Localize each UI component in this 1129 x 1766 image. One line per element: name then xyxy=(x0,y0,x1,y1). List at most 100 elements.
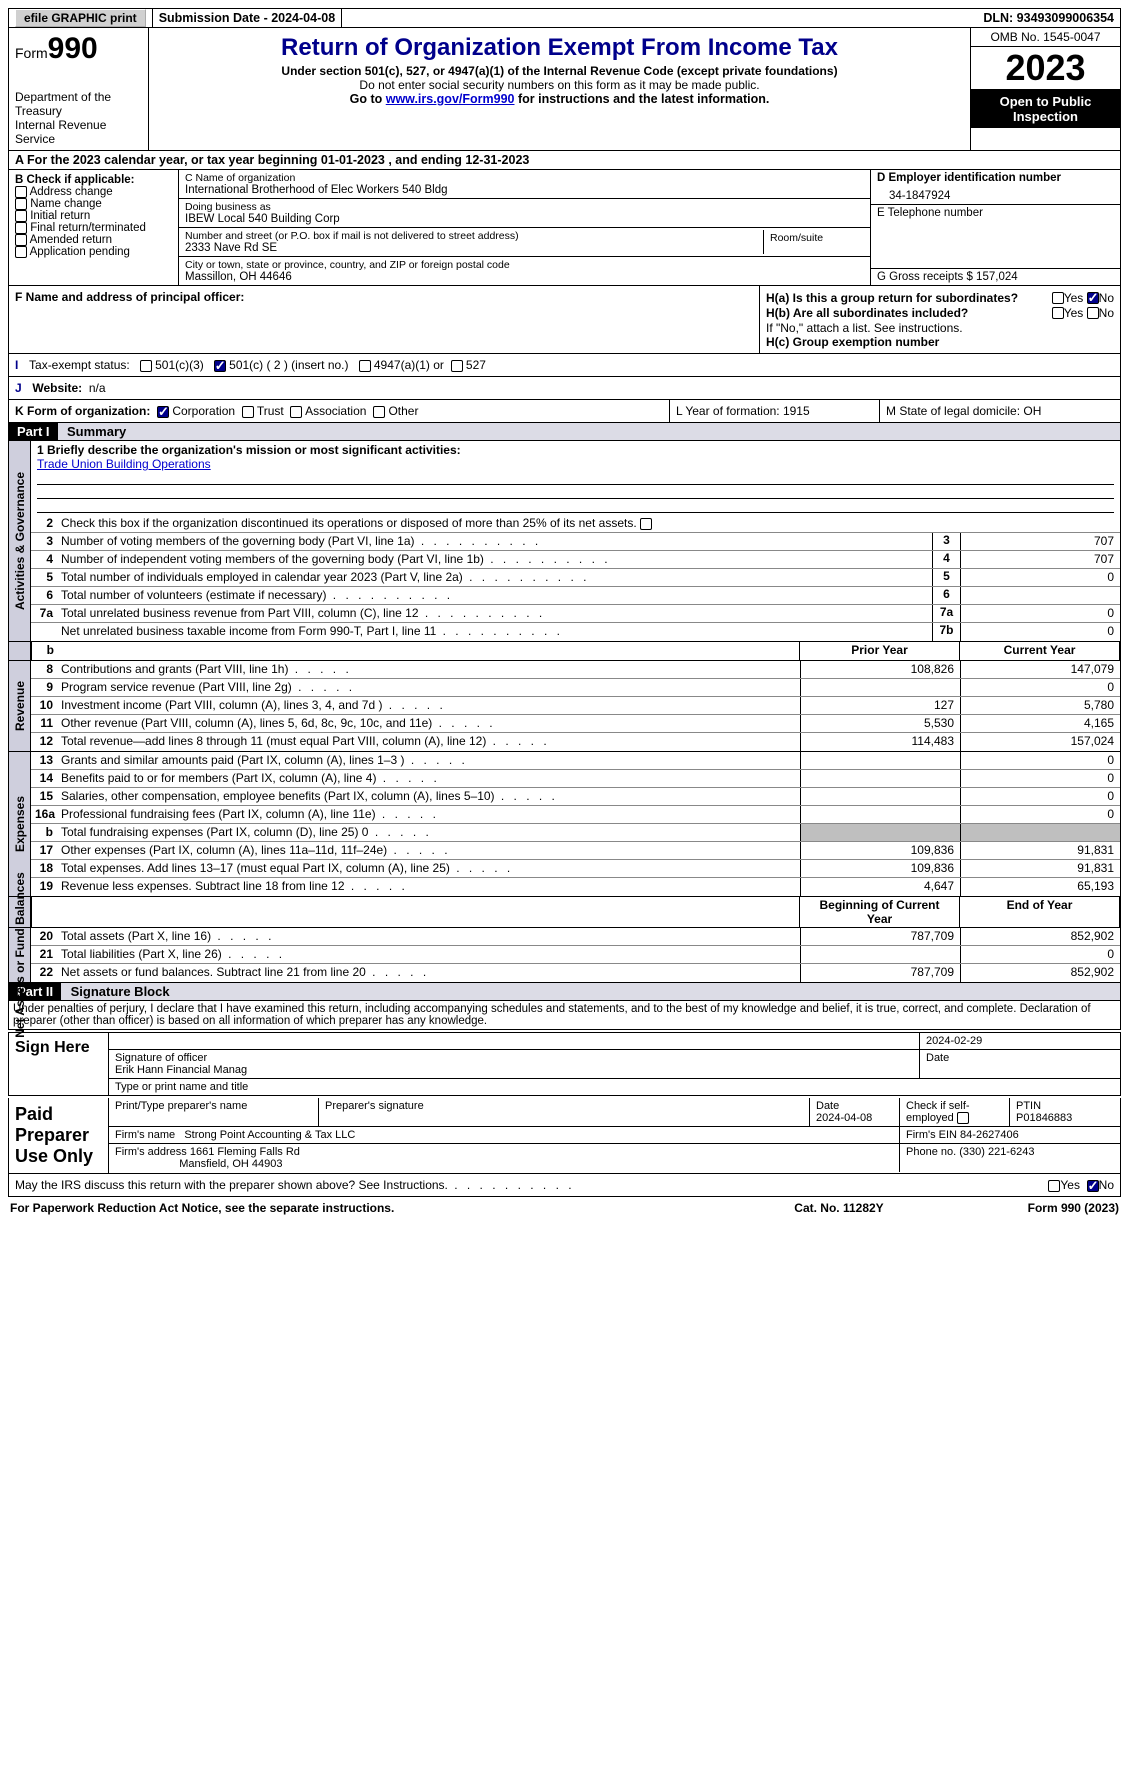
mission-block: 1 Briefly describe the organization's mi… xyxy=(31,441,1120,515)
org-name: International Brotherhood of Elec Worker… xyxy=(185,184,864,196)
lbl-phone: E Telephone number xyxy=(877,207,1114,219)
table-row: 20Total assets (Part X, line 16)787,7098… xyxy=(31,928,1120,946)
table-row: 17Other expenses (Part IX, column (A), l… xyxy=(31,842,1120,860)
footer: For Paperwork Reduction Act Notice, see … xyxy=(8,1197,1121,1219)
table-row: 16aProfessional fundraising fees (Part I… xyxy=(31,806,1120,824)
footer-left: For Paperwork Reduction Act Notice, see … xyxy=(10,1201,739,1215)
paid-preparer-block: Paid Preparer Use Only Print/Type prepar… xyxy=(8,1098,1121,1174)
chk-final[interactable]: Final return/terminated xyxy=(30,222,146,234)
irs-link[interactable]: www.irs.gov/Form990 xyxy=(386,92,515,106)
chk-other[interactable] xyxy=(373,406,385,418)
prep-date: 2024-04-08 xyxy=(816,1112,872,1124)
form-label: Form xyxy=(15,45,48,61)
chk-4947[interactable] xyxy=(359,360,371,372)
firm-addr2: Mansfield, OH 44903 xyxy=(179,1158,282,1170)
section-expenses: Expenses 13Grants and similar amounts pa… xyxy=(8,752,1121,897)
open-inspection: Open to Public Inspection xyxy=(971,90,1120,128)
sign-date: 2024-02-29 xyxy=(920,1033,1120,1049)
chk-trust[interactable] xyxy=(242,406,254,418)
section-b-header: bPrior YearCurrent Year xyxy=(8,642,1121,661)
table-row: 15Salaries, other compensation, employee… xyxy=(31,788,1120,806)
section-net: Net Assets or Fund Balances 20Total asse… xyxy=(8,928,1121,983)
form-title: Return of Organization Exempt From Incom… xyxy=(157,34,962,62)
box-b-title: B Check if applicable: xyxy=(15,174,172,186)
table-row: 21Total liabilities (Part X, line 26)0 xyxy=(31,946,1120,964)
line-a: A For the 2023 calendar year, or tax yea… xyxy=(8,151,1121,170)
part1-title: Summary xyxy=(67,424,126,439)
discuss-no[interactable] xyxy=(1087,1180,1099,1192)
box-l: L Year of formation: 1915 xyxy=(670,400,880,422)
prep-sig-lbl: Preparer's signature xyxy=(319,1098,810,1126)
box-b: B Check if applicable: Address change Na… xyxy=(9,170,179,285)
gov-row: 7aTotal unrelated business revenue from … xyxy=(31,605,1120,623)
h-c: H(c) Group exemption number xyxy=(766,335,939,349)
h-b-yes[interactable] xyxy=(1052,307,1064,319)
table-row: 19Revenue less expenses. Subtract line 1… xyxy=(31,878,1120,896)
box-m: M State of legal domicile: OH xyxy=(880,400,1120,422)
section-net-header: Beginning of Current YearEnd of Year xyxy=(8,897,1121,928)
row-fh: F Name and address of principal officer:… xyxy=(8,286,1121,354)
chk-527[interactable] xyxy=(451,360,463,372)
street-address: 2333 Nave Rd SE xyxy=(185,242,763,254)
lbl-room: Room/suite xyxy=(764,230,864,254)
submission-date: Submission Date - 2024-04-08 xyxy=(153,9,342,27)
dba: IBEW Local 540 Building Corp xyxy=(185,213,864,225)
table-row: 9Program service revenue (Part VIII, lin… xyxy=(31,679,1120,697)
vtab-net: Net Assets or Fund Balances xyxy=(13,872,27,1038)
box-i: I Tax-exempt status: 501(c)(3) 501(c) ( … xyxy=(8,354,1121,377)
sign-here-label: Sign Here xyxy=(9,1033,109,1095)
row-klm: K Form of organization: Corporation Trus… xyxy=(8,400,1121,423)
ptin: P01846883 xyxy=(1016,1112,1072,1124)
lbl-addr: Number and street (or P.O. box if mail i… xyxy=(185,230,763,242)
firm-ein: 84-2627406 xyxy=(960,1129,1019,1141)
chk-address[interactable]: Address change xyxy=(30,186,113,198)
h-note: If "No," attach a list. See instructions… xyxy=(766,321,1114,335)
box-h: H(a) Is this a group return for subordin… xyxy=(760,286,1120,353)
top-bar: efile GRAPHIC print Submission Date - 20… xyxy=(8,8,1121,28)
chk-corp[interactable] xyxy=(157,406,169,418)
prep-name-lbl: Print/Type preparer's name xyxy=(109,1098,319,1126)
part2-title: Signature Block xyxy=(71,984,170,999)
vtab-exp: Expenses xyxy=(13,796,27,852)
firm-name: Strong Point Accounting & Tax LLC xyxy=(184,1129,355,1141)
efile-button[interactable]: efile GRAPHIC print xyxy=(15,9,146,27)
box-c: C Name of organization International Bro… xyxy=(179,170,870,285)
h-b-no[interactable] xyxy=(1087,307,1099,319)
table-row: 10Investment income (Part VIII, column (… xyxy=(31,697,1120,715)
officer-name: Erik Hann Financial Manag xyxy=(115,1064,247,1076)
gov-row: 5Total number of individuals employed in… xyxy=(31,569,1120,587)
chk-501c3[interactable] xyxy=(140,360,152,372)
chk-name[interactable]: Name change xyxy=(30,198,102,210)
form-number: 990 xyxy=(48,32,98,65)
chk-self-emp[interactable] xyxy=(957,1112,969,1124)
lbl-city: City or town, state or province, country… xyxy=(185,259,864,271)
h-a-yes[interactable] xyxy=(1052,292,1064,304)
chk-discontinued[interactable] xyxy=(640,518,652,530)
chk-pending[interactable]: Application pending xyxy=(30,246,130,258)
vtab-gov: Activities & Governance xyxy=(13,472,27,610)
hdr-prior: Prior Year xyxy=(799,642,959,660)
hdr-current: Current Year xyxy=(959,642,1119,660)
section-revenue: Revenue 8Contributions and grants (Part … xyxy=(8,661,1121,752)
paid-label: Paid Preparer Use Only xyxy=(9,1098,109,1173)
lbl-dba: Doing business as xyxy=(185,201,864,213)
chk-501c[interactable] xyxy=(214,360,226,372)
part1-bar: Part I Summary xyxy=(8,423,1121,441)
hdr-end: End of Year xyxy=(959,897,1119,927)
firm-phone: (330) 221-6243 xyxy=(959,1146,1034,1158)
tax-year: 2023 xyxy=(971,47,1120,90)
h-a-no[interactable] xyxy=(1087,292,1099,304)
hdr-beginning: Beginning of Current Year xyxy=(799,897,959,927)
lbl-ein: D Employer identification number xyxy=(877,172,1114,184)
section-governance: Activities & Governance 1 Briefly descri… xyxy=(8,441,1121,642)
chk-initial[interactable]: Initial return xyxy=(30,210,90,222)
mission-text[interactable]: Trade Union Building Operations xyxy=(37,457,211,471)
footer-right: Form 990 (2023) xyxy=(939,1201,1119,1215)
box-f: F Name and address of principal officer: xyxy=(9,286,760,353)
city-state: Massillon, OH 44646 xyxy=(185,271,864,283)
info-grid: B Check if applicable: Address change Na… xyxy=(8,170,1121,286)
chk-amended[interactable]: Amended return xyxy=(30,234,112,246)
chk-assoc[interactable] xyxy=(290,406,302,418)
subtitle-1: Under section 501(c), 527, or 4947(a)(1)… xyxy=(157,64,962,78)
discuss-yes[interactable] xyxy=(1048,1180,1060,1192)
